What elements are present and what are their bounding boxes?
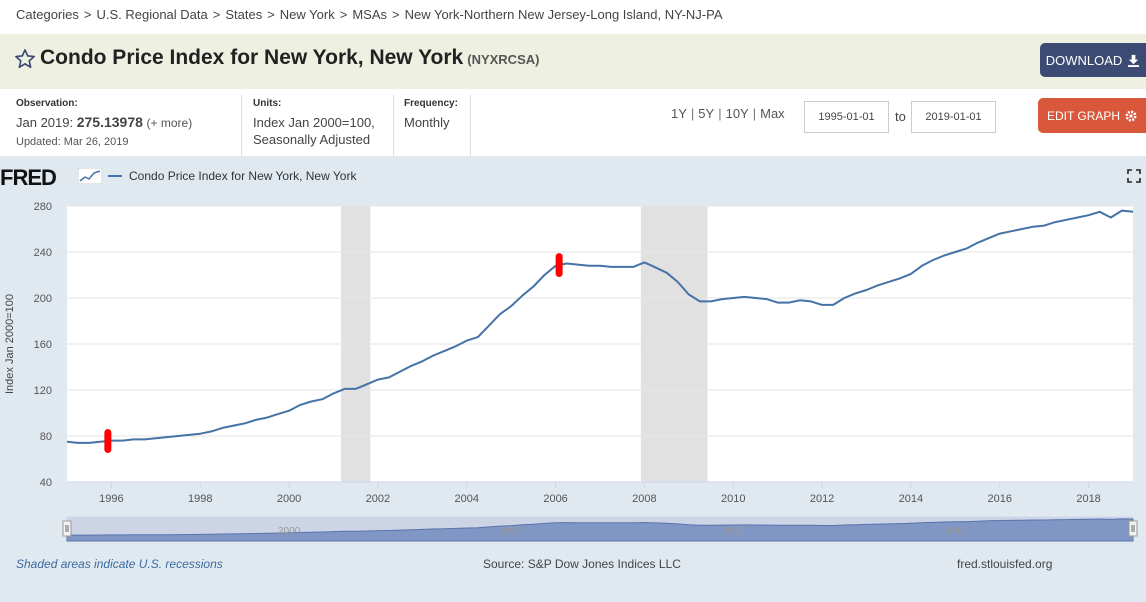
units-panel: Units: Index Jan 2000=100, Seasonally Ad…: [253, 95, 394, 156]
x-tick-label: 1998: [188, 493, 212, 505]
breadcrumb-separator: >: [267, 7, 275, 22]
breadcrumb-separator: >: [83, 7, 92, 22]
y-tick-label: 280: [34, 201, 52, 213]
site-url: fred.stlouisfed.org: [957, 557, 1053, 571]
y-axis-label: Index Jan 2000=100: [4, 294, 16, 394]
legend-label: Condo Price Index for New York, New York: [129, 169, 357, 183]
breadcrumb-item-new-york[interactable]: New York: [279, 7, 335, 22]
y-tick-label: 80: [40, 431, 52, 443]
range-links: 1Y | 5Y | 10Y | Max: [671, 106, 785, 121]
frequency-label: Frequency:: [404, 98, 458, 109]
x-tick-label: 2010: [721, 493, 745, 505]
series-line: [66, 209, 1134, 444]
x-tick-label: 2004: [455, 493, 479, 505]
chart-legend: Condo Price Index for New York, New York: [108, 169, 356, 183]
breadcrumb-item-states[interactable]: States: [225, 7, 263, 22]
navigator-label: 2000: [278, 526, 301, 537]
x-tick-label: 2008: [632, 493, 656, 505]
x-tick-label: 1996: [99, 493, 123, 505]
observation-panel: Observation: Jan 2019: 275.13978 (+ more…: [16, 95, 242, 156]
download-button[interactable]: DOWNLOAD: [1040, 43, 1146, 77]
title-bar: Condo Price Index for New York, New York…: [0, 34, 1146, 89]
breadcrumb: Categories > U.S. Regional Data > States > New…: [16, 7, 723, 22]
units-label: Units:: [253, 98, 282, 109]
x-tick-label: 2016: [988, 493, 1012, 505]
x-tick-label: 2018: [1076, 493, 1100, 505]
range-10y[interactable]: 10Y: [725, 106, 749, 121]
range-5y[interactable]: 5Y: [698, 106, 715, 121]
updated-date: Updated: Mar 26, 2019: [16, 136, 129, 148]
recession-note[interactable]: Shaded areas indicate U.S. recessions: [16, 557, 223, 571]
y-tick-label: 240: [34, 247, 52, 259]
fred-logo-sparkline-icon: [78, 168, 102, 184]
breadcrumb-separator: >: [391, 7, 400, 22]
range-max[interactable]: Max: [760, 106, 785, 121]
navigator-handle[interactable]: [62, 520, 72, 537]
observation-period: Jan 2019:: [16, 115, 74, 130]
page-title: Condo Price Index for New York, New York…: [40, 46, 539, 70]
breadcrumb-item-categories[interactable]: Categories: [16, 7, 79, 22]
units-line1: Index Jan 2000=100,: [253, 115, 375, 130]
fullscreen-icon[interactable]: [1127, 169, 1141, 183]
highlight-marker: [104, 428, 112, 453]
date-to-input[interactable]: [911, 101, 996, 133]
edit-graph-button[interactable]: EDIT GRAPH: [1038, 98, 1146, 133]
units-line2: Seasonally Adjusted: [253, 132, 371, 147]
breadcrumb-separator: >: [212, 7, 221, 22]
navigator-label: 2010: [722, 526, 745, 537]
star-icon[interactable]: [14, 48, 36, 70]
series-id: (NYXRCSA): [467, 52, 540, 67]
legend-swatch: [108, 175, 122, 177]
to-label: to: [895, 109, 906, 124]
highlight-marker: [555, 253, 563, 278]
y-tick-label: 40: [40, 477, 52, 489]
x-tick-label: 2012: [810, 493, 834, 505]
fred-logo: FRED: [0, 165, 57, 190]
navigator-series: [66, 518, 1134, 542]
observation-value: 275.13978: [76, 114, 143, 130]
x-tick-label: 2002: [366, 493, 390, 505]
series-title: Condo Price Index for New York, New York: [40, 46, 464, 69]
chart-svg[interactable]: 40 80 120 160 200 240 280 1996 1998 2000 2002 2004 2…: [0, 156, 1146, 556]
range-1y[interactable]: 1Y: [671, 106, 687, 121]
navigator-handle[interactable]: [1128, 520, 1138, 537]
edit-graph-label: EDIT GRAPH: [1046, 108, 1121, 123]
breadcrumb-item-msa[interactable]: New York-Northern New Jersey-Long Island…: [404, 7, 723, 22]
frequency-value: Monthly: [404, 115, 450, 130]
x-tick-label: 2000: [277, 493, 301, 505]
y-tick-label: 120: [34, 385, 52, 397]
observation-label: Observation:: [16, 98, 78, 109]
breadcrumb-separator: >: [339, 7, 348, 22]
x-tick-label: 2014: [899, 493, 923, 505]
more-link[interactable]: (+ more): [146, 116, 193, 130]
navigator-label: 2005: [500, 526, 523, 537]
y-tick-label: 200: [34, 293, 52, 305]
breadcrumb-item-regional[interactable]: U.S. Regional Data: [96, 7, 208, 22]
date-from-input[interactable]: [804, 101, 889, 133]
download-icon: [1128, 54, 1140, 67]
breadcrumb-item-msas[interactable]: MSAs: [352, 7, 387, 22]
x-tick-label: 2006: [543, 493, 567, 505]
navigator-label: 2015: [944, 526, 967, 537]
source-text: Source: S&P Dow Jones Indices LLC: [483, 557, 681, 571]
frequency-panel: Frequency: Monthly: [404, 95, 471, 156]
download-label: DOWNLOAD: [1045, 52, 1123, 68]
gear-icon: [1125, 110, 1137, 121]
y-tick-label: 160: [34, 339, 52, 351]
